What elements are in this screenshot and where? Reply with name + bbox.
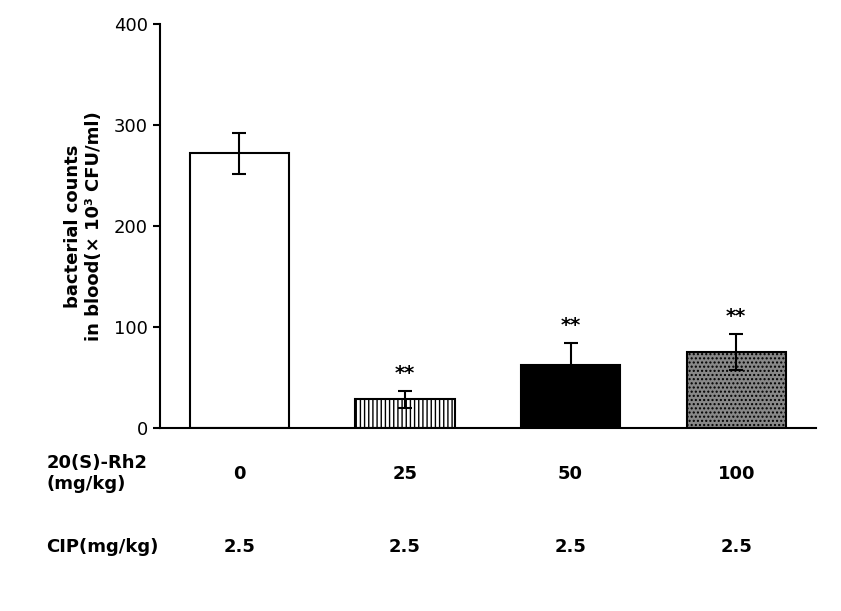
Text: 0: 0 [233, 464, 246, 483]
Bar [521, 365, 621, 428]
Text: 25: 25 [393, 464, 417, 483]
Text: 2.5: 2.5 [721, 538, 752, 556]
Text: 2.5: 2.5 [555, 538, 586, 556]
Y-axis label: bacterial counts
in blood(× 10³ CFU/ml): bacterial counts in blood(× 10³ CFU/ml) [64, 111, 103, 341]
Text: 100: 100 [717, 464, 755, 483]
Bar [686, 352, 786, 428]
Bar [189, 153, 289, 428]
Bar [355, 400, 455, 428]
Text: 2.5: 2.5 [389, 538, 420, 556]
Text: **: ** [560, 316, 581, 335]
Text: CIP(mg/kg): CIP(mg/kg) [46, 538, 159, 556]
Text: 20(S)-Rh2
(mg/kg): 20(S)-Rh2 (mg/kg) [46, 454, 147, 493]
Text: **: ** [726, 307, 746, 326]
Text: 50: 50 [558, 464, 583, 483]
Text: **: ** [394, 364, 415, 383]
Text: 2.5: 2.5 [224, 538, 255, 556]
